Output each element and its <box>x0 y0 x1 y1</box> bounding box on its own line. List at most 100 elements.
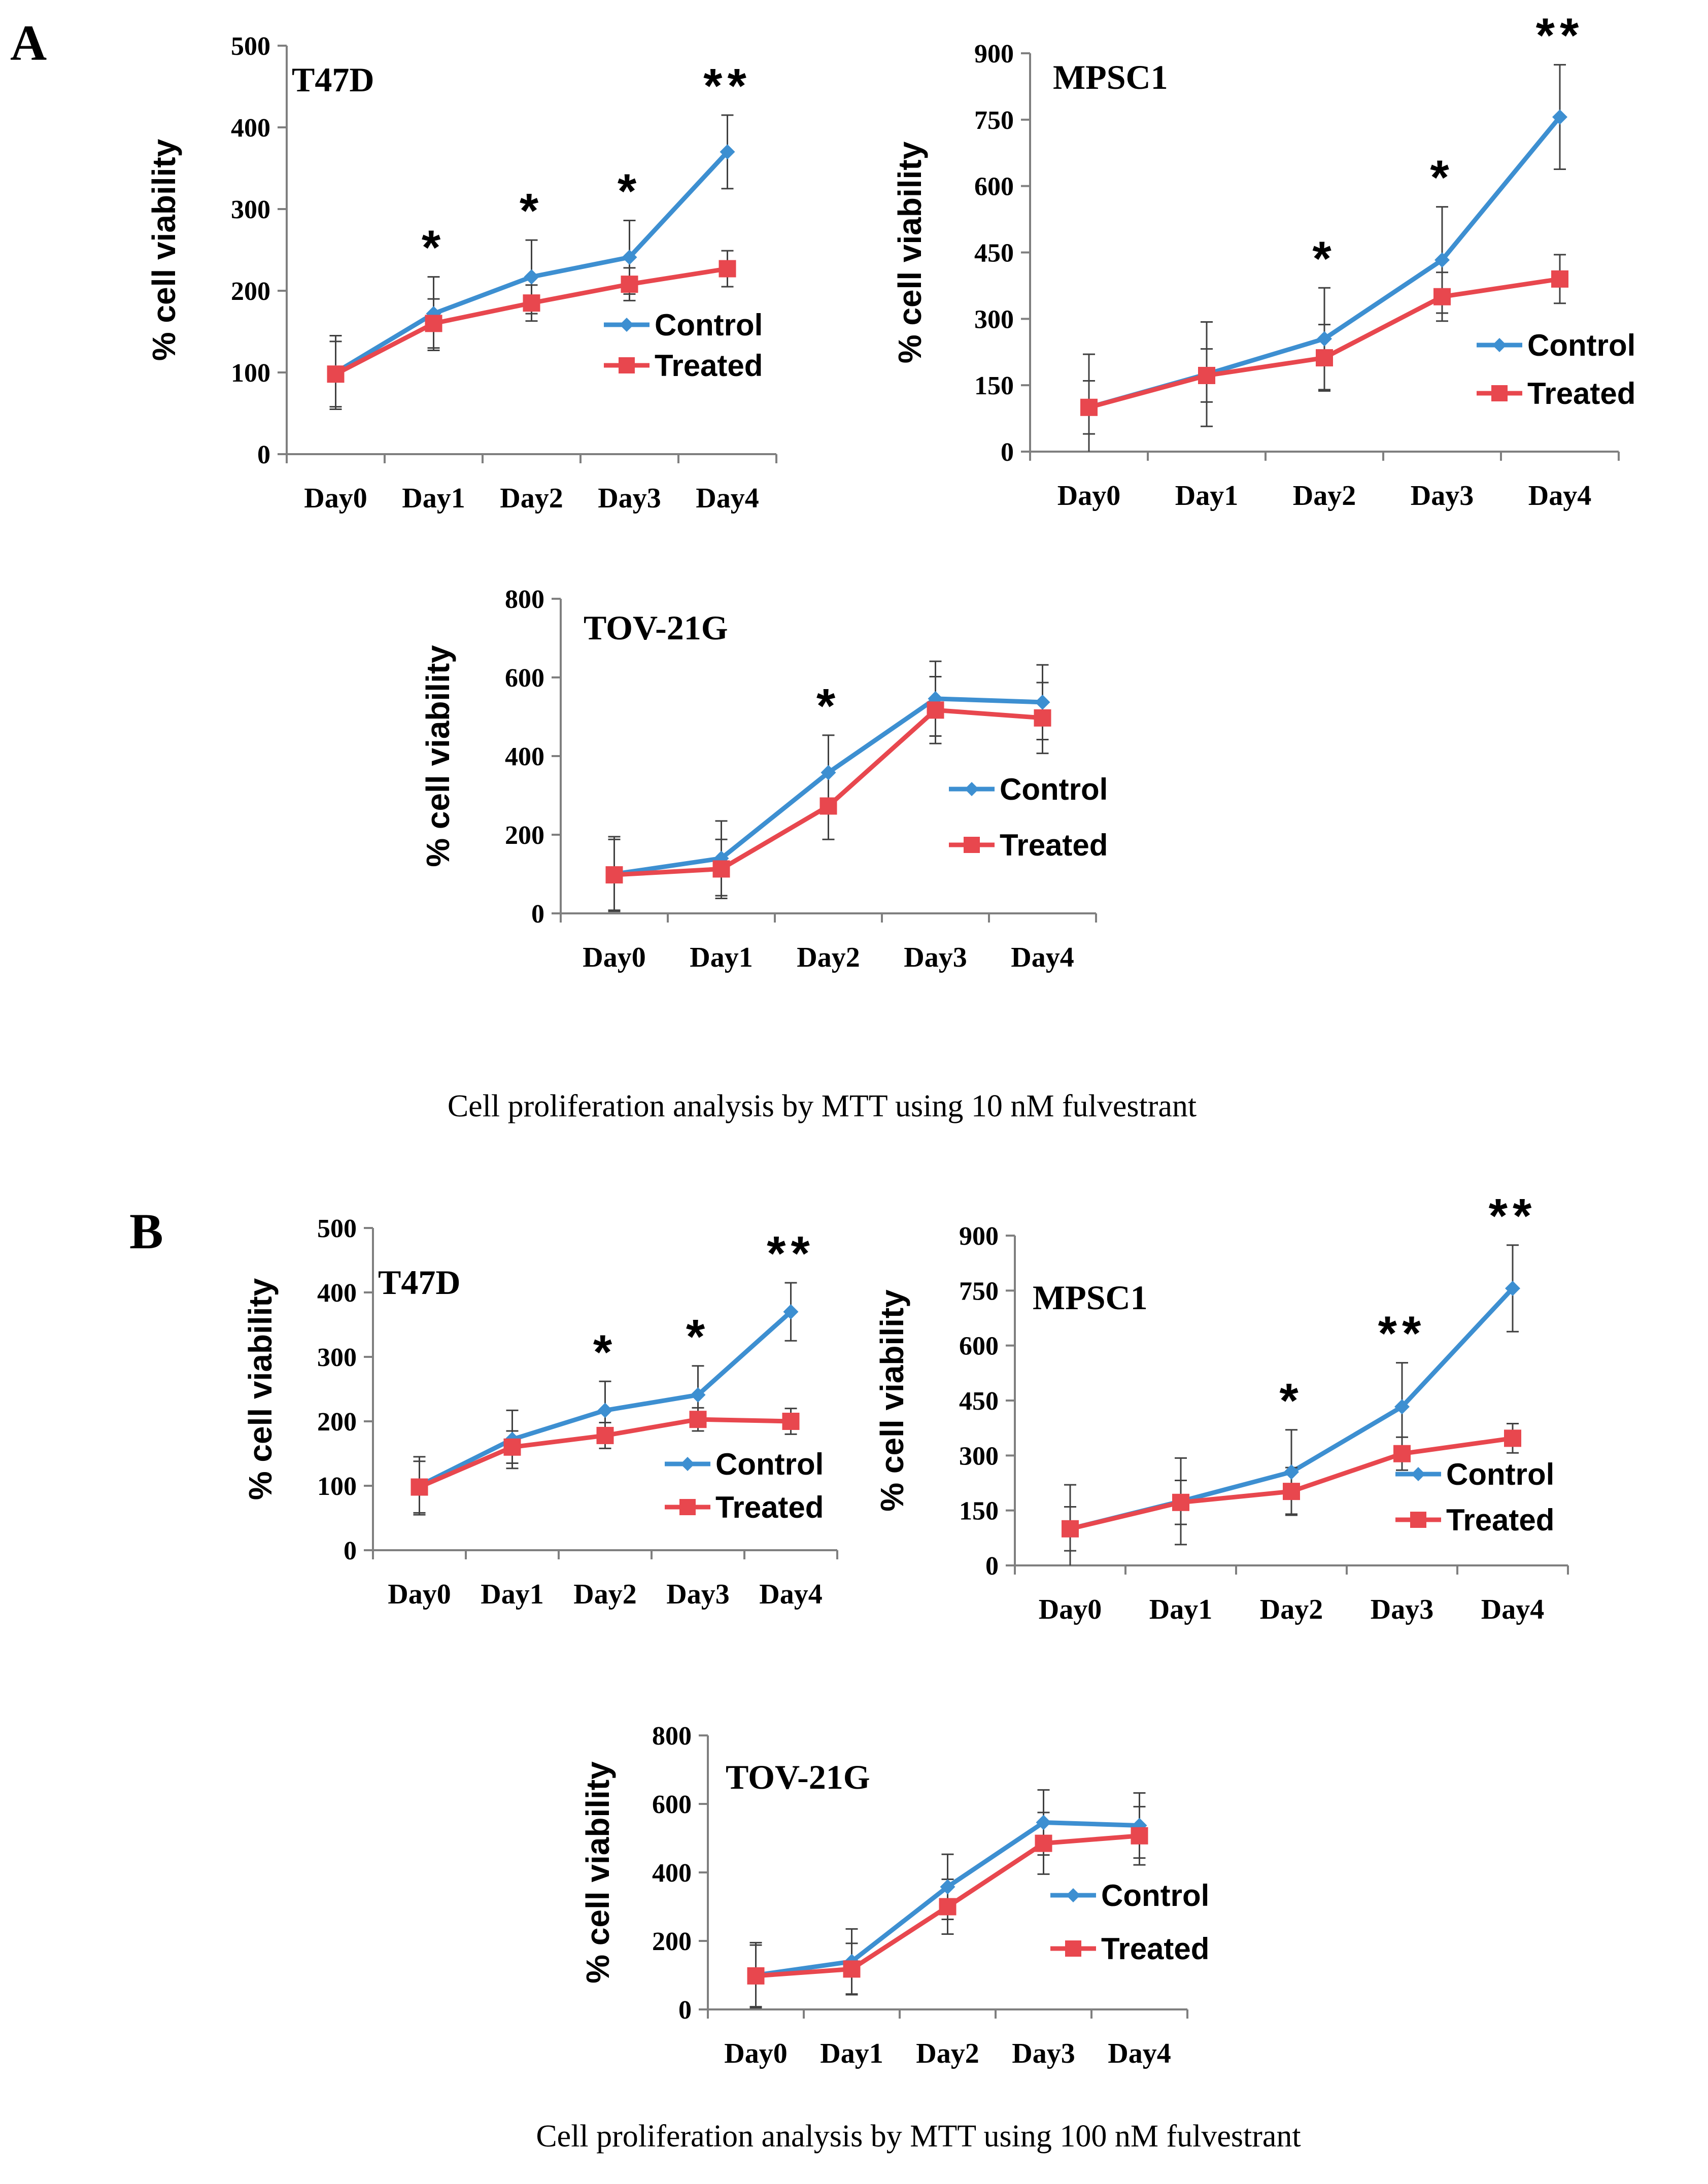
control-point <box>1505 1281 1520 1296</box>
x-tick-label: Day3 <box>1012 2038 1075 2069</box>
y-axis-label: % cell viability <box>874 1289 910 1512</box>
treated-point <box>411 1478 428 1496</box>
treated-point <box>327 365 345 383</box>
treated-point <box>1131 1827 1148 1845</box>
x-tick-label: Day0 <box>388 1579 451 1610</box>
x-tick-label: Day1 <box>402 483 465 514</box>
y-axis-label: % cell viability <box>146 139 182 361</box>
treated-point <box>1034 709 1051 727</box>
y-tick-label: 300 <box>959 1442 999 1471</box>
x-tick-label: Day1 <box>820 2038 883 2069</box>
y-tick-label: 0 <box>531 900 544 929</box>
legend-treated: Treated <box>1477 377 1635 411</box>
y-tick-label: 150 <box>974 371 1014 400</box>
treated-point <box>1551 270 1568 288</box>
x-tick-label: Day0 <box>724 2038 787 2069</box>
treated-point <box>1316 349 1333 367</box>
y-tick-label: 900 <box>974 40 1014 69</box>
control-point <box>821 765 836 780</box>
control-point <box>783 1304 799 1320</box>
x-tick-label: Day3 <box>1411 480 1474 511</box>
y-tick-label: 600 <box>652 1790 692 1819</box>
legend-label: Control <box>1101 1879 1209 1913</box>
significance-marker: ** <box>1378 1307 1426 1361</box>
chart-b-t47d: 0 100 200 300 400 500 Day0 Day1 Day2 Day3 Day4 % ce… <box>242 1214 838 1610</box>
control-point <box>690 1387 706 1403</box>
x-tick-label: Day1 <box>1149 1594 1212 1625</box>
caption-b: Cell proliferation analysis by MTT using… <box>536 2119 1301 2154</box>
y-tick-label: 750 <box>974 106 1014 135</box>
panel-letter-b: B <box>129 1203 163 1259</box>
x-tick-label: Day4 <box>696 483 759 514</box>
legend-control: Control <box>949 772 1108 806</box>
treated-point <box>747 1967 765 1985</box>
x-tick-label: Day0 <box>1057 480 1120 511</box>
significance-marker: * <box>593 1325 617 1379</box>
treated-point <box>712 860 730 878</box>
y-tick-label: 400 <box>505 742 544 771</box>
chart-a-tov-21g: 0 200 400 600 800 Day0 Day1 Day2 Day3 Day4 % cell … <box>420 585 1108 973</box>
treated-point <box>425 315 442 332</box>
legend-treated: Treated <box>949 828 1108 862</box>
control-point <box>597 1403 613 1418</box>
y-tick-label: 400 <box>231 114 270 143</box>
y-tick-label: 0 <box>678 1996 692 2025</box>
chart-a-t47d: 0 100 200 300 400 500 Day0 Day1 Day2 Day3 Day4 % ce… <box>146 32 777 514</box>
chart-b-mpsc1: 0 150 300 450 600 750 900 Day0 Day1 Day2 Day3 Day4%… <box>874 1189 1569 1625</box>
y-tick-label: 0 <box>257 440 270 469</box>
y-tick-label: 300 <box>231 195 270 224</box>
significance-marker: ** <box>767 1226 815 1281</box>
legend-treated: Treated <box>1050 1932 1209 1966</box>
legend-treated: Treated <box>1395 1503 1554 1537</box>
y-tick-label: 800 <box>652 1722 692 1751</box>
y-tick-label: 600 <box>974 173 1014 201</box>
treated-point <box>782 1413 800 1430</box>
legend-treated: Treated <box>665 1490 824 1524</box>
legend-control: Control <box>665 1447 824 1481</box>
y-tick-label: 800 <box>505 585 544 614</box>
x-tick-label: Day4 <box>1528 480 1591 511</box>
x-tick-label: Day4 <box>1011 942 1074 973</box>
x-tick-label: Day4 <box>759 1579 822 1610</box>
treated-point <box>605 866 623 884</box>
significance-marker: * <box>520 184 543 238</box>
x-tick-label: Day3 <box>598 483 661 514</box>
x-tick-label: Day2 <box>1293 480 1356 511</box>
treated-point <box>843 1960 861 1978</box>
x-tick-label: Day0 <box>583 942 645 973</box>
y-tick-label: 200 <box>231 277 270 306</box>
caption-a: Cell proliferation analysis by MTT using… <box>448 1089 1197 1123</box>
legend-control: Control <box>1477 328 1635 362</box>
chart-title: TOV-21G <box>726 1758 870 1796</box>
x-tick-label: Day3 <box>904 942 967 973</box>
x-tick-label: Day2 <box>500 483 563 514</box>
legend-label: Treated <box>715 1490 824 1524</box>
y-tick-label: 0 <box>344 1537 357 1565</box>
x-tick-label: Day3 <box>666 1579 729 1610</box>
treated-point <box>1283 1483 1300 1500</box>
control-point <box>1036 1815 1051 1830</box>
y-tick-label: 100 <box>231 359 270 388</box>
treated-point <box>1080 398 1098 416</box>
y-tick-label: 900 <box>959 1222 999 1251</box>
legend-control: Control <box>1395 1457 1554 1491</box>
treated-point <box>1198 366 1215 384</box>
charts-layer: 0 100 200 300 400 500 Day0 Day1 Day2 Day3 Day4 % ce… <box>146 9 1635 2069</box>
control-point <box>1284 1464 1299 1480</box>
y-tick-label: 500 <box>317 1214 357 1243</box>
legend-label: Control <box>655 308 763 342</box>
y-tick-label: 750 <box>959 1277 999 1306</box>
significance-marker: ** <box>1489 1189 1537 1243</box>
treated-point <box>1504 1429 1521 1447</box>
treated-point <box>1062 1520 1079 1538</box>
treated-point <box>1433 288 1451 305</box>
y-tick-label: 200 <box>317 1408 357 1437</box>
significance-marker: ** <box>703 59 751 113</box>
chart-b-tov-21g: 0 200 400 600 800 Day0 Day1 Day2 Day3 Day4 % cell … <box>579 1722 1209 2069</box>
treated-point <box>596 1426 614 1444</box>
chart-title: MPSC1 <box>1053 58 1168 96</box>
significance-marker: * <box>686 1310 710 1364</box>
legend-label: Treated <box>1446 1503 1554 1537</box>
control-point <box>1317 331 1332 347</box>
